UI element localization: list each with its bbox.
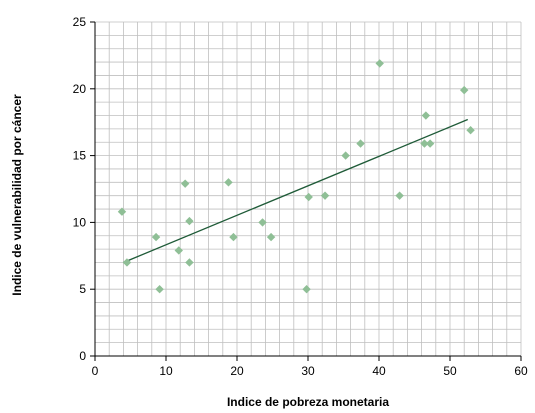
data-point [180,179,190,188]
y-tick-label: 10 [73,215,87,229]
data-point [304,192,313,202]
grid [95,21,522,356]
y-axis-title: Indice de vulnerabilidad por cáncer [10,94,24,296]
data-point [466,126,475,135]
data-point [425,139,435,148]
x-tick-label: 50 [443,364,457,378]
data-point [421,111,431,120]
y-tick-label: 0 [79,349,86,363]
data-point [229,232,238,242]
x-tick-label: 40 [372,364,386,378]
x-tick-label: 30 [301,364,315,378]
data-point [302,285,311,294]
data-point [375,59,384,68]
data-point [266,232,276,242]
x-axis-title: Indice de pobreza monetaria [227,395,389,409]
data-point [341,151,350,160]
y-tick-label: 5 [79,282,86,296]
data-point [320,191,330,200]
data-point [224,178,233,187]
data-point [122,258,132,267]
data-point [460,85,469,95]
data-point [151,232,161,242]
labels-layer: 0 10 20 30 40 50 60 0 5 10 15 20 25 Indice de pobreza… [10,15,528,409]
data-point [420,139,429,148]
data-point [258,218,267,227]
y-tick-label: 20 [73,82,87,96]
x-tick-label: 60 [514,364,528,378]
trendline [123,118,468,264]
x-tick-label: 10 [159,364,173,378]
y-tick-label: 15 [73,149,87,163]
data-point [185,216,194,226]
x-tick-label: 0 [92,364,99,378]
trendline-layer [123,118,468,264]
data-point [117,207,127,216]
data-point [174,246,183,255]
data-point [356,139,365,148]
data-point [155,285,164,294]
x-tick-label: 20 [230,364,244,378]
data-point [395,191,404,200]
axes [90,21,522,361]
y-tick-label: 25 [73,15,87,29]
data-point [185,258,194,267]
points-layer [117,59,475,294]
